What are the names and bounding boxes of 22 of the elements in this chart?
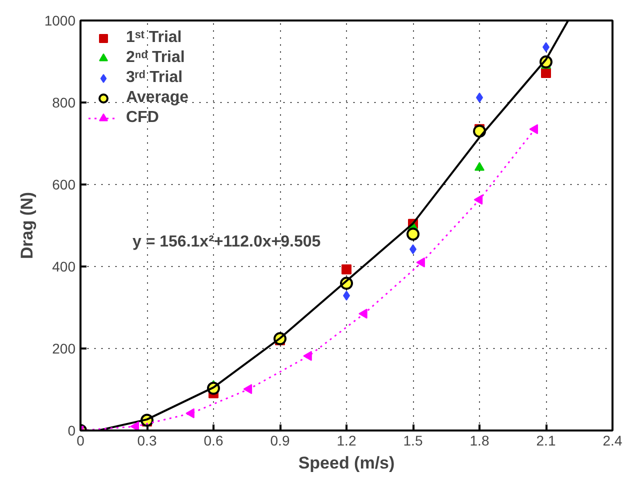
y-tick-label: 600 [52, 176, 76, 192]
x-tick-label: 1.8 [470, 432, 490, 448]
legend-label: Average [126, 89, 189, 107]
y-tick-label: 1000 [44, 12, 76, 28]
y-tick-label: 800 [52, 94, 76, 110]
y-axis-title: Drag (N) [17, 192, 36, 260]
x-tick-label: 0.9 [270, 432, 290, 448]
x-axis-title: Speed (m/s) [298, 454, 395, 472]
legend-label: 1ˢᵗ Trial [126, 29, 182, 47]
legend-label: CFD [126, 109, 159, 127]
y-tick-label: 400 [52, 258, 76, 274]
x-tick-label: 0.6 [204, 432, 224, 448]
y-tick-label: 200 [52, 340, 76, 356]
x-tick-label: 2.4 [602, 432, 622, 448]
x-tick-label: 2.1 [536, 432, 556, 448]
legend-label: 2ⁿᵈ Trial [126, 49, 185, 67]
x-tick-label: 1.2 [336, 432, 356, 448]
annotation: y = 156.1x²+112.0x+9.505 [132, 234, 321, 250]
y-tick-label: 0 [68, 422, 76, 438]
x-tick-label: 1.5 [403, 432, 423, 448]
x-tick-label: 0.3 [137, 432, 157, 448]
legend-label: 3ʳᵈ Trial [126, 69, 183, 87]
